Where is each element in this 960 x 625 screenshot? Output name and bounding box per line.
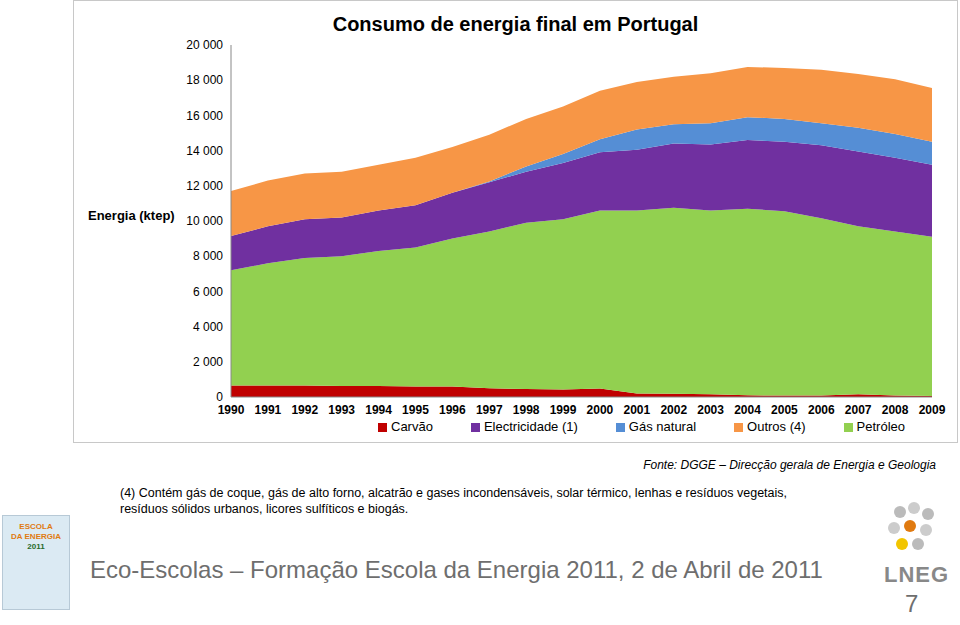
svg-text:1997: 1997 (476, 403, 503, 417)
svg-text:10 000: 10 000 (186, 214, 223, 228)
svg-text:2007: 2007 (845, 403, 872, 417)
html-text:7: 7 (905, 590, 919, 617)
html-text:Gás natural: Gás natural (628, 419, 697, 434)
svg-text:16 000: 16 000 (186, 109, 223, 123)
html-text:Fonte: DGGE – Direcção gerala: Fonte: DGGE – Direcção gerala de Energia… (643, 458, 936, 472)
svg-text:1991: 1991 (255, 403, 282, 417)
html-text:DA ENERGIA: DA ENERGIA (11, 532, 61, 541)
svg-text:18 000: 18 000 (186, 73, 223, 87)
svg-text:2002: 2002 (660, 403, 687, 417)
html-text:(4) Contém gás de coque, gás d: (4) Contém gás de coque, gás de alto for… (120, 486, 788, 516)
svg-text:2006: 2006 (808, 403, 835, 417)
svg-text:1998: 1998 (513, 403, 540, 417)
html-text:Consumo de energia final em Po: Consumo de energia final em Portugal (332, 13, 699, 35)
svg-text:1992: 1992 (291, 403, 318, 417)
svg-text:6 000: 6 000 (193, 285, 223, 299)
html-text:Energia (ktep): Energia (ktep) (88, 208, 175, 223)
svg-text:2008: 2008 (882, 403, 909, 417)
svg-text:12 000: 12 000 (186, 179, 223, 193)
html-text:Electricidade (1): Electricidade (1) (483, 419, 578, 434)
svg-text:2001: 2001 (623, 403, 650, 417)
svg-text:1996: 1996 (439, 403, 466, 417)
html-text:Eco-Escolas – Formação Escola: Eco-Escolas – Formação Escola da Energia… (90, 556, 823, 583)
svg-text:2009: 2009 (919, 403, 946, 417)
svg-text:20 000: 20 000 (186, 38, 223, 52)
svg-text:2004: 2004 (734, 403, 761, 417)
html-text:Carvão: Carvão (391, 419, 433, 434)
html-text:2011: 2011 (27, 542, 45, 551)
svg-text:2 000: 2 000 (193, 355, 223, 369)
svg-text:1990: 1990 (218, 403, 245, 417)
svg-text:2003: 2003 (697, 403, 724, 417)
svg-text:4 000: 4 000 (193, 320, 223, 334)
html-text:Petróleo: Petróleo (856, 419, 905, 434)
html-text:LNEG: LNEG (884, 562, 950, 587)
svg-text:2005: 2005 (771, 403, 798, 417)
svg-text:1995: 1995 (402, 403, 429, 417)
svg-text:1993: 1993 (328, 403, 355, 417)
html-text:ESCOLA: ESCOLA (19, 522, 53, 531)
svg-text:14 000: 14 000 (186, 144, 223, 158)
svg-text:8 000: 8 000 (193, 249, 223, 263)
svg-text:0: 0 (216, 390, 223, 404)
svg-text:2000: 2000 (587, 403, 614, 417)
svg-text:1999: 1999 (550, 403, 577, 417)
svg-text:1994: 1994 (365, 403, 392, 417)
html-text:Outros (4): Outros (4) (747, 419, 806, 434)
